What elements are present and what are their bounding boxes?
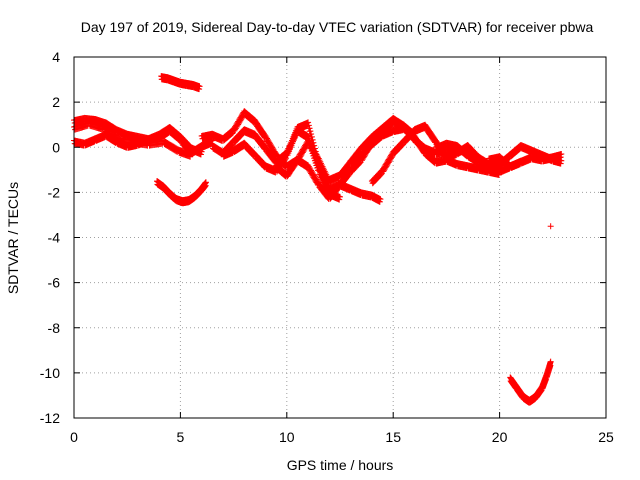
series-track-high xyxy=(158,73,203,93)
series-track-i xyxy=(347,123,503,178)
y-tick-label: -6 xyxy=(48,275,61,291)
y-tick-label: -4 xyxy=(48,230,61,246)
series-track-lower-right xyxy=(507,358,554,406)
x-axis-label: GPS time / hours xyxy=(287,457,394,473)
data-point-dense xyxy=(283,155,290,162)
y-tick-label: -8 xyxy=(48,320,61,336)
y-tick-label: 4 xyxy=(52,49,60,65)
data-point xyxy=(202,179,209,186)
data-point xyxy=(188,151,195,158)
grid-lines xyxy=(74,57,606,418)
x-tick-label: 20 xyxy=(492,429,508,445)
series-outlier xyxy=(547,223,554,230)
data-point-dense xyxy=(336,196,343,203)
data-point xyxy=(305,119,312,126)
y-tick-label: -10 xyxy=(40,365,60,381)
data-point-dense xyxy=(187,153,194,160)
data-point xyxy=(198,148,205,155)
y-tick-label: 0 xyxy=(52,139,60,155)
x-tick-label: 10 xyxy=(279,429,295,445)
data-point-dense xyxy=(282,156,289,163)
y-tick-label: 2 xyxy=(52,94,60,110)
data-point xyxy=(547,223,554,230)
x-tick-label: 5 xyxy=(177,429,185,445)
x-tick-label: 0 xyxy=(70,429,78,445)
chart-title: Day 197 of 2019, Sidereal Day-to-day VTE… xyxy=(81,19,594,35)
x-tick-label: 25 xyxy=(598,429,614,445)
data-point xyxy=(196,83,203,90)
y-axis-label: SDTVAR / TECUs xyxy=(5,182,21,294)
x-tick-label: 15 xyxy=(385,429,401,445)
data-points xyxy=(71,73,565,406)
data-point-dense xyxy=(197,151,204,158)
data-point xyxy=(337,193,343,200)
data-point-dense xyxy=(376,198,383,205)
series-track-c xyxy=(71,119,195,160)
data-point xyxy=(377,196,384,203)
y-tick-label: -2 xyxy=(48,184,61,200)
series-track-low-arc xyxy=(153,178,209,207)
y-tick-label: -12 xyxy=(40,410,60,426)
